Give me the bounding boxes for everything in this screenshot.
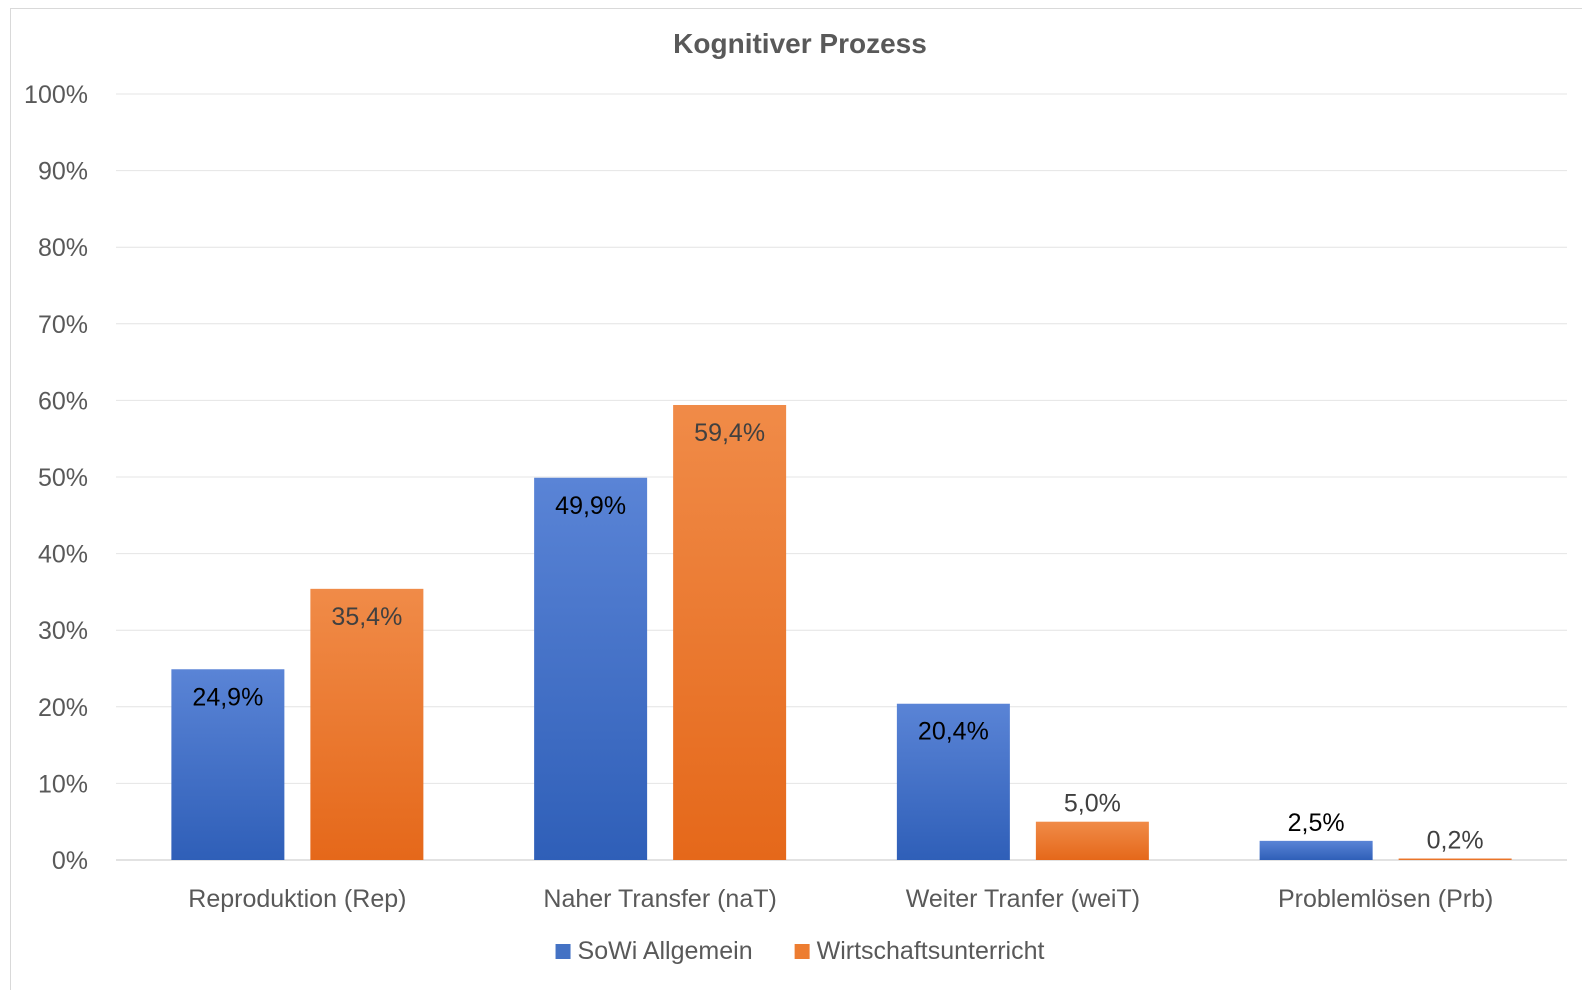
- legend: SoWi Allgemein Wirtschaftsunterricht: [555, 937, 1045, 965]
- y-tick-label: 50%: [38, 464, 88, 492]
- y-tick-label: 30%: [38, 617, 88, 645]
- bar-sowi-3: [896, 703, 1010, 860]
- bar-wirtschaft-2: [673, 404, 787, 860]
- bar-sowi-1: [171, 669, 285, 860]
- y-tick-label: 20%: [38, 694, 88, 722]
- y-tick-label: 70%: [38, 311, 88, 339]
- data-label: 0,2%: [1427, 826, 1484, 854]
- data-label: 5,0%: [1064, 790, 1121, 818]
- bars: [171, 404, 1512, 860]
- data-label: 20,4%: [918, 718, 989, 746]
- data-label: 35,4%: [331, 603, 402, 631]
- y-tick-label: 90%: [38, 158, 88, 186]
- x-category-label: Naher Transfer (naT): [543, 885, 776, 913]
- y-tick-label: 60%: [38, 387, 88, 415]
- bar-sowi-2: [534, 477, 648, 860]
- bar-chart: Kognitiver Prozess 0% 10% 20% 30% 40% 50% 60% 7…: [24, 28, 1567, 965]
- chart-frame: Kognitiver Prozess 0% 10% 20% 30% 40% 50% 60% 7…: [10, 8, 1582, 990]
- y-tick-label: 10%: [38, 770, 88, 798]
- bar-wirtschaft-1: [310, 588, 424, 860]
- x-category-label: Problemlösen (Prb): [1278, 885, 1493, 913]
- y-axis-ticks: 0% 10% 20% 30% 40% 50% 60% 70% 80% 90% 100%: [24, 81, 88, 875]
- legend-swatch: [555, 944, 571, 959]
- legend-label: Wirtschaftsunterricht: [817, 937, 1045, 965]
- legend-swatch: [794, 944, 810, 959]
- legend-item-wirtschaft: Wirtschaftsunterricht: [794, 937, 1045, 965]
- y-tick-label: 80%: [38, 234, 88, 262]
- x-category-label: Reproduktion (Rep): [188, 885, 406, 913]
- y-tick-label: 40%: [38, 541, 88, 569]
- data-labels: 24,9% 35,4% 49,9% 59,4% 20,4% 5,0% 2,5% 0,2%: [192, 419, 1483, 854]
- data-label: 24,9%: [192, 683, 263, 711]
- y-tick-label: 0%: [52, 847, 88, 875]
- data-label: 49,9%: [555, 492, 626, 520]
- x-axis-categories: Reproduktion (Rep) Naher Transfer (naT) We…: [188, 885, 1493, 913]
- bar-sowi-4: [1259, 840, 1373, 860]
- data-label: 2,5%: [1288, 809, 1345, 837]
- bar-wirtschaft-3: [1035, 821, 1149, 860]
- chart-title: Kognitiver Prozess: [673, 28, 927, 59]
- legend-label: SoWi Allgemein: [578, 937, 753, 965]
- bar-wirtschaft-4: [1398, 858, 1512, 860]
- data-label: 59,4%: [694, 419, 765, 447]
- legend-item-sowi: SoWi Allgemein: [555, 937, 753, 965]
- x-category-label: Weiter Tranfer (weiT): [906, 885, 1140, 913]
- y-tick-label: 100%: [24, 81, 88, 109]
